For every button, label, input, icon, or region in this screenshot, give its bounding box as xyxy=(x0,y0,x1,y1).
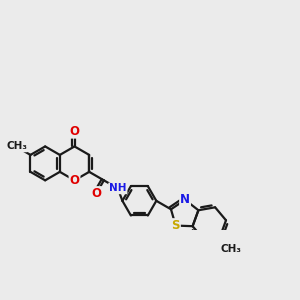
Text: S: S xyxy=(171,219,180,232)
Text: O: O xyxy=(70,174,80,187)
Text: N: N xyxy=(180,193,190,206)
Text: NH: NH xyxy=(109,183,127,194)
Text: O: O xyxy=(70,125,80,138)
Text: CH₃: CH₃ xyxy=(220,244,241,254)
Text: CH₃: CH₃ xyxy=(6,141,27,152)
Text: O: O xyxy=(91,187,101,200)
